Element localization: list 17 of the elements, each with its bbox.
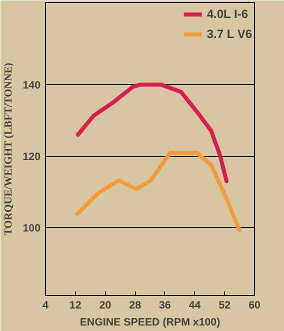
x-tick-label: 28 bbox=[129, 300, 142, 312]
legend-label: 4.0L I-6 bbox=[206, 7, 248, 21]
y-tick-label: 100 bbox=[22, 222, 41, 235]
x-tick-label: 36 bbox=[159, 300, 171, 312]
x-tick-label: 20 bbox=[99, 300, 112, 312]
legend-label: 3.7 L V6 bbox=[206, 27, 252, 41]
y-tick-label: 120 bbox=[22, 151, 41, 164]
y-tick-label: 140 bbox=[22, 80, 41, 92]
x-tick-label: 52 bbox=[218, 300, 231, 312]
y-axis-title: TORQUE/WEIGHT (LBFT/TONNE) bbox=[4, 62, 15, 236]
line-series bbox=[76, 82, 229, 184]
x-axis-title: ENGINE SPEED (RPM x100) bbox=[80, 316, 221, 328]
x-tick-label: 60 bbox=[248, 300, 260, 312]
line-series bbox=[75, 150, 242, 232]
x-tick-label: 4 bbox=[42, 300, 49, 312]
x-tick-label: 12 bbox=[69, 300, 82, 312]
x-tick-label: 44 bbox=[188, 300, 201, 312]
